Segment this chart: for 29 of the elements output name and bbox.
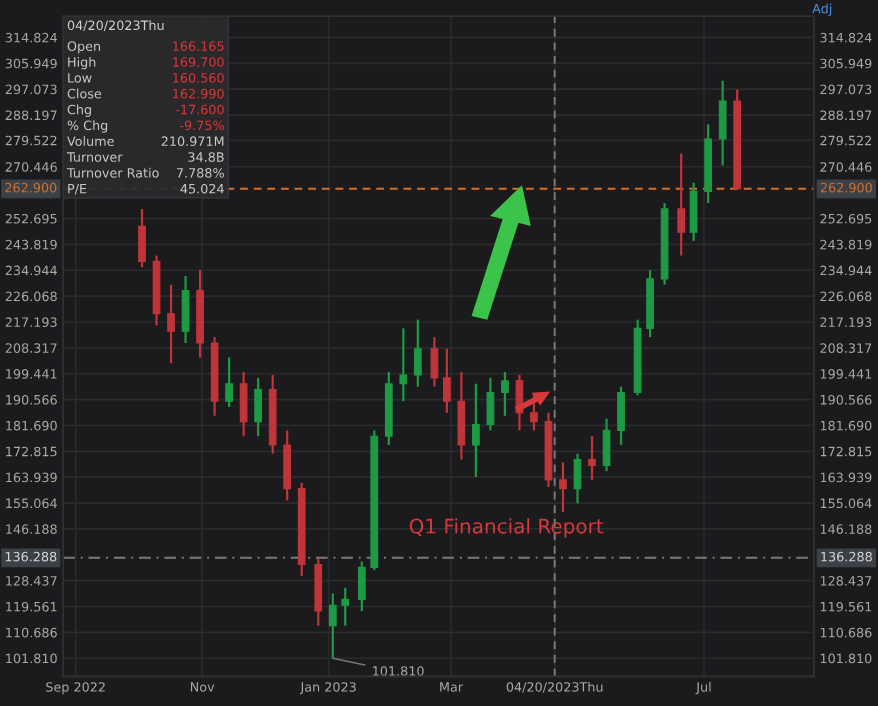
candlestick — [442, 347, 451, 414]
candlestick — [314, 557, 323, 627]
candlestick — [328, 592, 337, 660]
candlestick — [501, 370, 509, 417]
candlestick — [573, 452, 582, 505]
candlestick — [283, 429, 292, 502]
candlestick — [457, 370, 466, 461]
candlestick — [530, 394, 538, 432]
candlestick — [239, 370, 248, 438]
candlestick — [689, 181, 698, 243]
candlestick — [677, 152, 686, 257]
candlestick — [341, 586, 350, 627]
candlestick — [181, 274, 190, 345]
candlestick — [486, 376, 495, 432]
candlestick — [225, 356, 233, 409]
candlestick — [138, 207, 146, 269]
candlestick — [718, 79, 727, 167]
candlestick — [357, 560, 366, 613]
candlestick — [430, 336, 439, 388]
candlestick — [588, 435, 596, 482]
annotation: Q1 Financial Report — [409, 518, 604, 538]
candlestick — [413, 318, 422, 388]
candlestick — [399, 327, 408, 403]
candlestick — [472, 382, 480, 479]
candlestick — [559, 461, 567, 514]
candlestick — [602, 417, 611, 473]
candlestick — [617, 385, 625, 447]
candlestick — [167, 283, 175, 365]
candlestick — [254, 376, 263, 438]
